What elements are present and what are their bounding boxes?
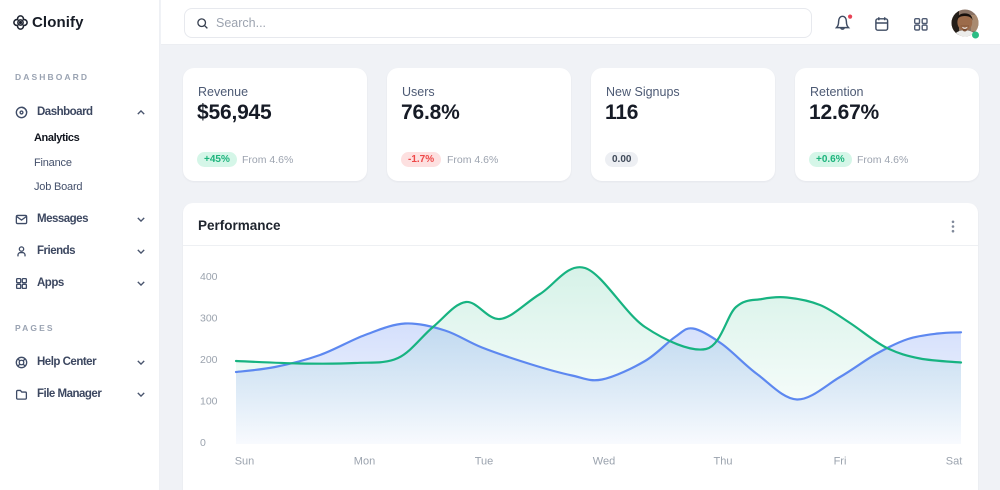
svg-text:200: 200 [200, 354, 218, 366]
svg-text:300: 300 [200, 313, 218, 325]
svg-text:Sat: Sat [946, 456, 963, 468]
svg-text:400: 400 [200, 271, 218, 283]
svg-text:Tue: Tue [475, 456, 494, 468]
svg-text:Fri: Fri [834, 456, 847, 468]
svg-text:Thu: Thu [714, 456, 733, 468]
svg-text:Sun: Sun [235, 456, 255, 468]
svg-text:0: 0 [200, 437, 206, 449]
svg-text:100: 100 [200, 396, 218, 408]
svg-text:Wed: Wed [593, 456, 615, 468]
svg-text:Mon: Mon [354, 456, 375, 468]
